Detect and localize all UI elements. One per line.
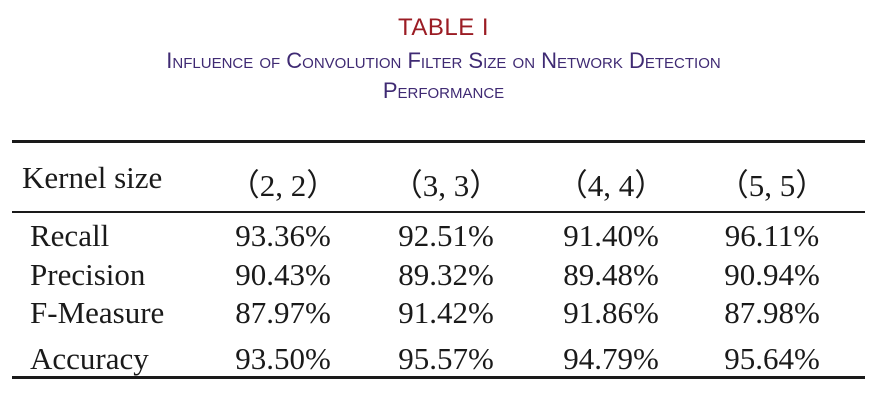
table-header-rule [12, 211, 865, 213]
table-cell: 89.32% [398, 257, 494, 292]
row-label-accuracy: Accuracy [30, 341, 149, 376]
table-cell: 92.51% [398, 218, 494, 253]
row-label-recall: Recall [30, 218, 110, 253]
header-col-1: （2, 2） [228, 168, 338, 203]
header-col-4: （5, 5） [717, 168, 827, 203]
table-cell: 89.48% [563, 257, 659, 292]
table-cell: 93.50% [235, 341, 331, 376]
table-bottom-rule [12, 376, 865, 379]
table-cell: 96.11% [724, 218, 820, 253]
table-cell: 95.64% [724, 341, 820, 376]
table-cell: 87.97% [235, 295, 331, 330]
table-cell: 91.40% [563, 218, 659, 253]
table-cell: 93.36% [235, 218, 331, 253]
table-cell: 90.43% [235, 257, 331, 292]
table-caption-label: TABLE I [397, 14, 490, 41]
header-kernel-size: Kernel size [22, 160, 163, 195]
table-cell: 87.98% [724, 295, 820, 330]
table-top-rule [12, 140, 865, 143]
row-label-f-measure: F-Measure [30, 295, 165, 330]
table-caption-title-line-2: Performance [382, 78, 505, 103]
table-caption-title: Influence of Convolution Filter Size on … [0, 46, 887, 106]
table-cell: 91.42% [398, 295, 494, 330]
table-cell: 91.86% [563, 295, 659, 330]
header-col-3: （4, 4） [556, 168, 666, 203]
row-label-precision: Precision [30, 257, 146, 292]
table-cell: 94.79% [563, 341, 659, 376]
header-col-2: （3, 3） [391, 168, 501, 203]
table-cell: 95.57% [398, 341, 494, 376]
table-caption-title-line-1: Influence of Convolution Filter Size on … [166, 48, 721, 73]
table-cell: 90.94% [724, 257, 820, 292]
